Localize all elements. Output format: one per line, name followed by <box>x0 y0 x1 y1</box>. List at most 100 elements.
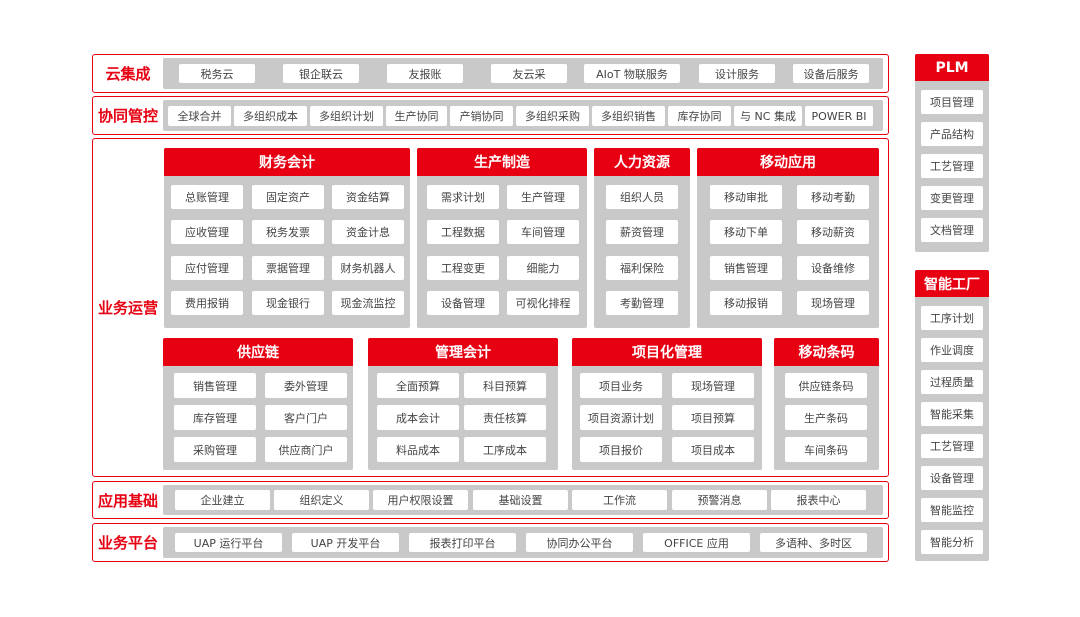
side-item[interactable]: 工序计划 <box>921 306 983 330</box>
layer-item[interactable]: 产销协同 <box>450 106 513 126</box>
side-item[interactable]: 工艺管理 <box>921 154 983 178</box>
layer-item[interactable]: POWER BI <box>805 106 873 126</box>
layer-item[interactable]: 企业建立 <box>175 490 270 510</box>
layer-item[interactable]: OFFICE 应用 <box>643 533 750 552</box>
layer-item[interactable]: 全球合并 <box>168 106 231 126</box>
module-item[interactable]: 项目报价 <box>580 437 662 462</box>
module-item[interactable]: 责任核算 <box>464 405 546 430</box>
layer-item[interactable]: 税务云 <box>179 64 255 83</box>
module-item[interactable]: 固定资产 <box>252 185 324 209</box>
module-item[interactable]: 总账管理 <box>171 185 243 209</box>
module-item[interactable]: 车间管理 <box>507 220 579 244</box>
module-item[interactable]: 移动考勤 <box>797 185 869 209</box>
module-item[interactable]: 采购管理 <box>174 437 256 462</box>
side-item[interactable]: 工艺管理 <box>921 434 983 458</box>
module-item[interactable]: 库存管理 <box>174 405 256 430</box>
module-item[interactable]: 工程数据 <box>427 220 499 244</box>
module-title: 财务会计 <box>164 148 410 176</box>
layer-item[interactable]: 银企联云 <box>283 64 359 83</box>
module-item[interactable]: 移动下单 <box>710 220 782 244</box>
module-item[interactable]: 供应商门户 <box>265 437 347 462</box>
module-item[interactable]: 现金银行 <box>252 291 324 315</box>
layer-item[interactable]: 友云采 <box>491 64 567 83</box>
module-item[interactable]: 福利保险 <box>606 256 678 280</box>
side-item[interactable]: 变更管理 <box>921 186 983 210</box>
side-item[interactable]: 智能采集 <box>921 402 983 426</box>
layer-item[interactable]: UAP 开发平台 <box>292 533 399 552</box>
module-item[interactable]: 料品成本 <box>377 437 459 462</box>
module-item[interactable]: 资金结算 <box>332 185 404 209</box>
side-item[interactable]: 智能分析 <box>921 530 983 554</box>
side-item[interactable]: 文档管理 <box>921 218 983 242</box>
layer-item[interactable]: AIoT 物联服务 <box>584 64 680 83</box>
module-item[interactable]: 工序成本 <box>464 437 546 462</box>
module-item[interactable]: 销售管理 <box>174 373 256 398</box>
layer-item[interactable]: 友报账 <box>387 64 463 83</box>
side-item[interactable]: 作业调度 <box>921 338 983 362</box>
layer-item[interactable]: 多组织采购 <box>516 106 589 126</box>
module-item[interactable]: 销售管理 <box>710 256 782 280</box>
module-item[interactable]: 供应链条码 <box>785 373 867 398</box>
module-item[interactable]: 现金流监控 <box>332 291 404 315</box>
layer-item[interactable]: 工作流 <box>572 490 667 510</box>
layer-item[interactable]: 预警消息 <box>672 490 767 510</box>
layer-item[interactable]: 用户权限设置 <box>373 490 468 510</box>
module-item[interactable]: 生产条码 <box>785 405 867 430</box>
layer-label: 业务运营 <box>97 299 158 317</box>
module-item[interactable]: 生产管理 <box>507 185 579 209</box>
module-item[interactable]: 财务机器人 <box>332 256 404 280</box>
module-item[interactable]: 客户门户 <box>265 405 347 430</box>
module-item[interactable]: 需求计划 <box>427 185 499 209</box>
layer-item[interactable]: 生产协同 <box>386 106 447 126</box>
module-item[interactable]: 车间条码 <box>785 437 867 462</box>
layer-item[interactable]: 报表中心 <box>771 490 866 510</box>
layer-item[interactable]: 多组织销售 <box>592 106 665 126</box>
module-item[interactable]: 项目资源计划 <box>580 405 662 430</box>
module-item[interactable]: 工程变更 <box>427 256 499 280</box>
layer-item[interactable]: 库存协同 <box>668 106 731 126</box>
layer-item[interactable]: UAP 运行平台 <box>175 533 282 552</box>
module-item[interactable]: 项目预算 <box>672 405 754 430</box>
side-item[interactable]: 产品结构 <box>921 122 983 146</box>
module-item[interactable]: 税务发票 <box>252 220 324 244</box>
module-item[interactable]: 票据管理 <box>252 256 324 280</box>
module-item[interactable]: 应付管理 <box>171 256 243 280</box>
side-item[interactable]: 智能监控 <box>921 498 983 522</box>
module-item[interactable]: 委外管理 <box>265 373 347 398</box>
module-item[interactable]: 全面预算 <box>377 373 459 398</box>
module-item[interactable]: 移动薪资 <box>797 220 869 244</box>
module-item[interactable]: 成本会计 <box>377 405 459 430</box>
module-item[interactable]: 项目业务 <box>580 373 662 398</box>
layer-item[interactable]: 与 NC 集成 <box>734 106 802 126</box>
module-item[interactable]: 现场管理 <box>672 373 754 398</box>
module-item[interactable]: 应收管理 <box>171 220 243 244</box>
module-item[interactable]: 设备管理 <box>427 291 499 315</box>
module-item[interactable]: 考勤管理 <box>606 291 678 315</box>
module-item[interactable]: 科目预算 <box>464 373 546 398</box>
side-item[interactable]: 项目管理 <box>921 90 983 114</box>
layer-item[interactable]: 组织定义 <box>274 490 369 510</box>
layer-item[interactable]: 协同办公平台 <box>526 533 633 552</box>
side-item[interactable]: 过程质量 <box>921 370 983 394</box>
layer-item[interactable]: 报表打印平台 <box>409 533 516 552</box>
module-item[interactable]: 费用报销 <box>171 291 243 315</box>
module-item[interactable]: 设备维修 <box>797 256 869 280</box>
module-title: 生产制造 <box>417 148 587 176</box>
module-item[interactable]: 移动审批 <box>710 185 782 209</box>
module-item[interactable]: 资金计息 <box>332 220 404 244</box>
layer-item[interactable]: 设备后服务 <box>793 64 869 83</box>
module-item[interactable]: 项目成本 <box>672 437 754 462</box>
layer-item[interactable]: 基础设置 <box>473 490 568 510</box>
layer-item[interactable]: 多组织计划 <box>310 106 383 126</box>
side-item[interactable]: 设备管理 <box>921 466 983 490</box>
module-item[interactable]: 组织人员 <box>606 185 678 209</box>
layer-label: 云集成 <box>105 65 151 83</box>
module-item[interactable]: 可视化排程 <box>507 291 579 315</box>
module-item[interactable]: 现场管理 <box>797 291 869 315</box>
layer-item[interactable]: 多语种、多时区 <box>760 533 867 552</box>
module-item[interactable]: 薪资管理 <box>606 220 678 244</box>
layer-item[interactable]: 多组织成本 <box>234 106 307 126</box>
layer-item[interactable]: 设计服务 <box>699 64 775 83</box>
module-item[interactable]: 细能力 <box>507 256 579 280</box>
module-item[interactable]: 移动报销 <box>710 291 782 315</box>
